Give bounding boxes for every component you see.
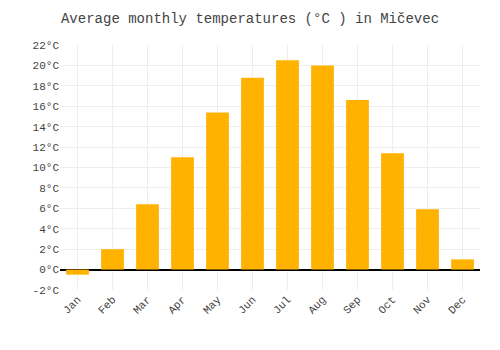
svg-text:Average monthly temperatures (: Average monthly temperatures (°C ) in Mi… [61,11,439,27]
svg-text:12°C: 12°C [33,142,60,154]
svg-text:0°C: 0°C [39,264,59,276]
svg-text:6°C: 6°C [39,203,59,215]
svg-text:-2°C: -2°C [33,285,60,297]
svg-text:2°C: 2°C [39,244,59,256]
svg-text:Mar: Mar [131,294,153,316]
svg-text:4°C: 4°C [39,224,59,236]
svg-text:Sep: Sep [341,294,363,316]
svg-text:Jun: Jun [236,294,258,316]
svg-text:16°C: 16°C [33,101,60,113]
svg-text:Oct: Oct [376,294,398,316]
svg-text:8°C: 8°C [39,183,59,195]
svg-text:22°C: 22°C [33,40,60,52]
svg-text:Apr: Apr [166,294,188,316]
svg-text:Aug: Aug [306,294,328,316]
svg-text:Jul: Jul [271,294,293,316]
svg-text:18°C: 18°C [33,81,60,93]
svg-text:20°C: 20°C [33,60,60,72]
svg-text:May: May [201,294,224,317]
svg-text:10°C: 10°C [33,162,60,174]
svg-text:Jan: Jan [61,294,83,316]
svg-text:14°C: 14°C [33,122,60,134]
svg-text:Feb: Feb [96,294,118,316]
svg-text:Nov: Nov [411,294,434,317]
svg-text:Dec: Dec [446,294,468,316]
